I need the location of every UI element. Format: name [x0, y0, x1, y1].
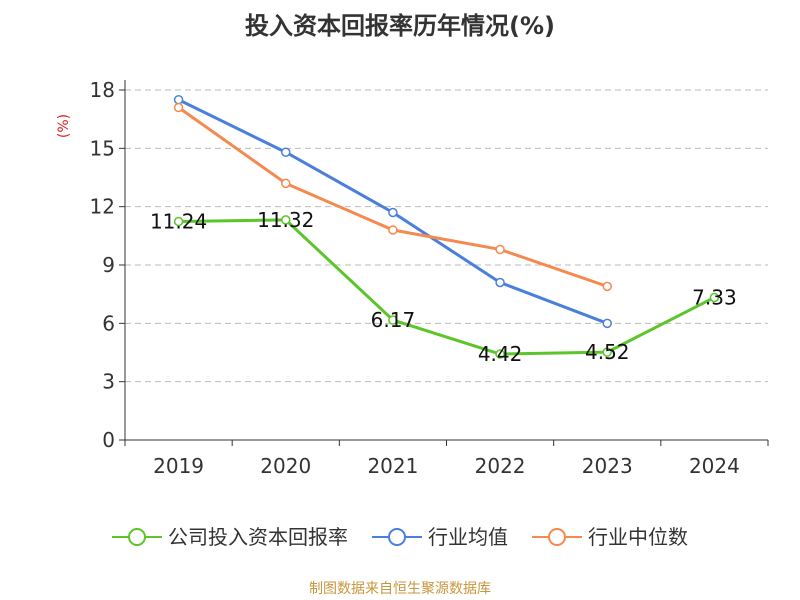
- legend-label: 行业中位数: [588, 525, 688, 549]
- data-point: [602, 281, 612, 292]
- series-line: [178, 218, 716, 356]
- y-tick-label: 6: [102, 311, 115, 335]
- x-tick-label: 2020: [260, 454, 311, 478]
- data-point: [173, 216, 184, 227]
- legend-label: 行业均值: [428, 525, 508, 549]
- axes: 0 3 6 9 12 15 18 2019 2020 2021 2022 2023 2024: [90, 78, 769, 478]
- data-label: 6.17: [371, 308, 416, 332]
- data-point: [281, 215, 291, 225]
- legend-item[interactable]: 行业中位数: [532, 525, 688, 549]
- data-point: [281, 147, 291, 157]
- y-tick-label: 15: [90, 136, 115, 160]
- legend[interactable]: 公司投入资本回报率 行业均值 行业中位数: [112, 525, 688, 549]
- data-point: [388, 225, 398, 235]
- data-point: [495, 277, 505, 288]
- y-tick-label: 0: [102, 428, 115, 452]
- series: [173, 94, 720, 359]
- x-tick-label: 2024: [689, 454, 740, 478]
- legend-item[interactable]: 行业均值: [372, 525, 508, 549]
- data-point: [495, 244, 505, 255]
- x-tick-label: 2019: [153, 454, 204, 478]
- data-point: [173, 94, 184, 105]
- chart-title: 投入资本回报率历年情况(%): [245, 12, 555, 40]
- source-note: 制图数据来自恒生聚源数据库: [309, 581, 491, 597]
- legend-item[interactable]: 公司投入资本回报率: [112, 525, 348, 549]
- data-label: 11.24: [150, 209, 207, 233]
- x-tick-label: 2023: [582, 454, 633, 478]
- legend-marker-icon: [548, 528, 566, 546]
- data-labels: 11.24 11.32 6.17 4.42 4.52 7.33: [150, 208, 737, 366]
- legend-marker-icon: [128, 528, 146, 546]
- legend-marker-icon: [388, 528, 406, 546]
- data-label: 11.32: [257, 208, 314, 232]
- data-point: [495, 349, 505, 359]
- y-tick-label: 3: [102, 370, 115, 394]
- data-point: [709, 292, 720, 303]
- x-tick-label: 2021: [367, 454, 418, 478]
- x-tick-label: 2022: [475, 454, 526, 478]
- series-line: [177, 106, 608, 288]
- data-label: 7.33: [692, 285, 737, 309]
- y-axis-label: (%): [56, 114, 72, 138]
- y-tick-label: 18: [90, 78, 115, 102]
- data-point: [173, 102, 184, 113]
- data-label: 4.52: [585, 340, 630, 364]
- data-point: [281, 178, 291, 189]
- data-point: [602, 318, 612, 329]
- data-label: 4.42: [478, 342, 523, 366]
- data-point: [602, 347, 612, 357]
- legend-label: 公司投入资本回报率: [168, 525, 348, 549]
- y-tick-label: 9: [102, 253, 115, 277]
- y-tick-label: 12: [90, 195, 115, 219]
- data-point: [388, 207, 398, 218]
- data-point: [388, 315, 398, 325]
